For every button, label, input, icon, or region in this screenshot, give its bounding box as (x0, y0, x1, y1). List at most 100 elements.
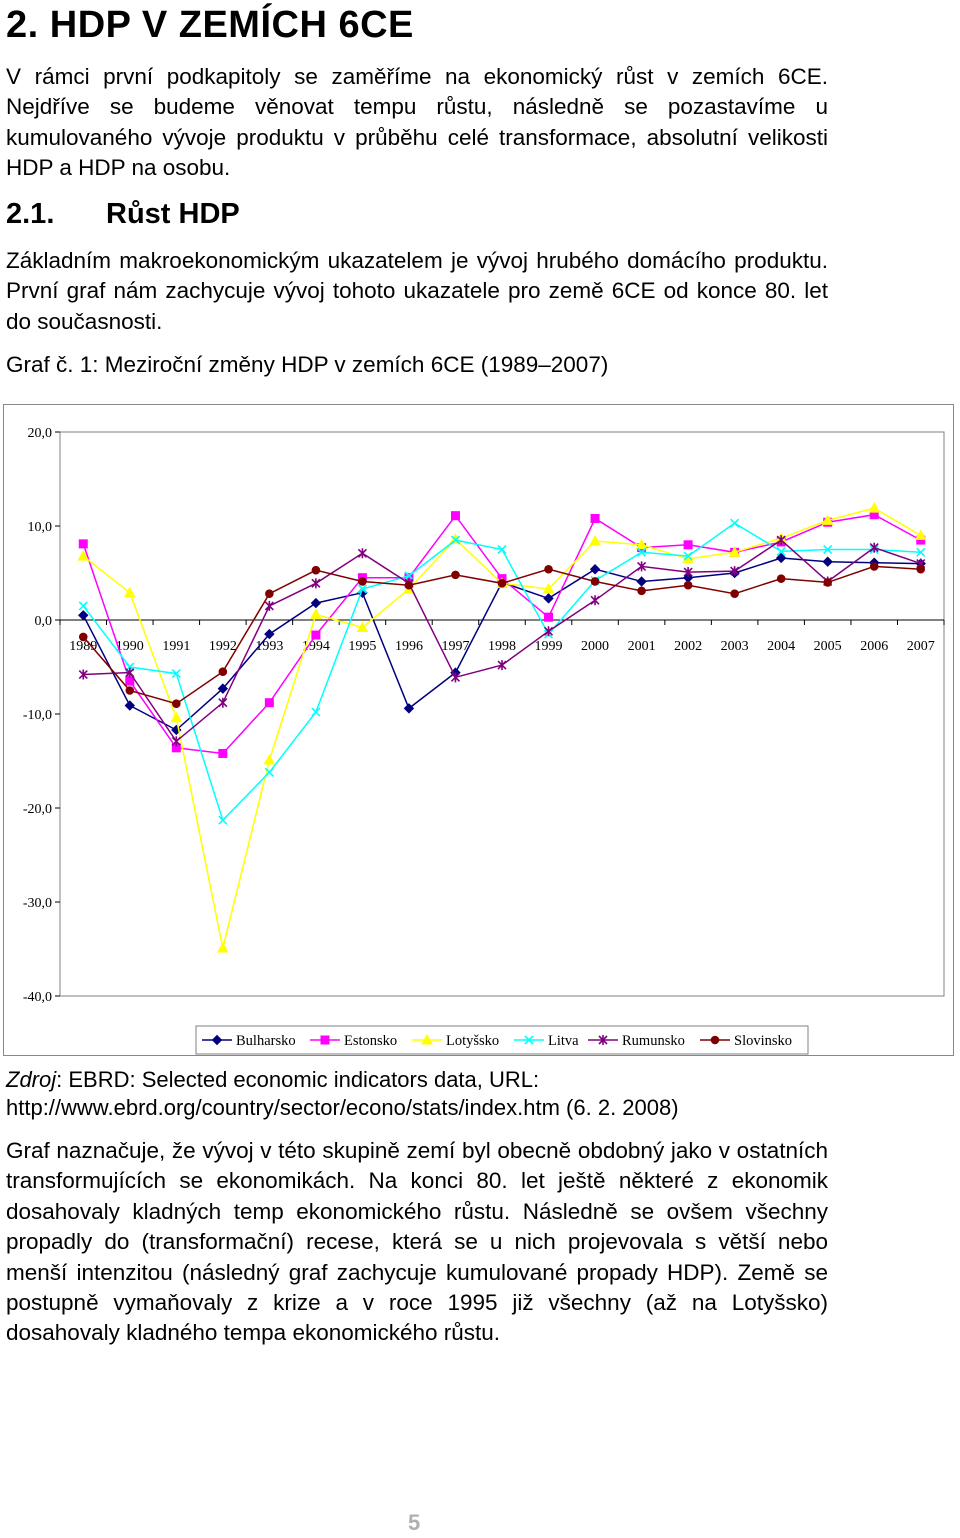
data-point-slovinsko (265, 589, 274, 598)
x-tick-label: 1997 (441, 639, 469, 654)
y-tick-label: -10,0 (23, 708, 52, 723)
data-point-slovinsko (125, 686, 135, 695)
data-point-lotyssko (216, 942, 229, 953)
y-tick-label: -30,0 (23, 896, 52, 911)
data-point-bulharsko (775, 552, 787, 564)
x-tick-label: 1990 (116, 639, 144, 654)
legend-label-lotyssko: Lotyšsko (446, 1033, 499, 1049)
data-point-rumunsko (264, 600, 274, 611)
data-point-rumunsko (869, 542, 879, 553)
x-tick-label: 1999 (535, 639, 563, 654)
data-point-bulharsko (217, 683, 229, 694)
x-tick-label: 1998 (488, 639, 516, 654)
data-point-litva (823, 544, 833, 555)
data-point-bulharsko (589, 564, 601, 575)
data-point-slovinsko (637, 586, 646, 596)
data-point-lotyssko (821, 514, 834, 525)
x-tick-label: 2000 (581, 639, 609, 654)
data-point-lotyssko (170, 711, 183, 723)
page-number: 5 (408, 1510, 421, 1535)
data-point-rumunsko (125, 667, 135, 678)
x-tick-label: 2005 (814, 639, 842, 654)
data-point-slovinsko (683, 580, 693, 590)
data-point-estonsko (544, 612, 554, 622)
data-point-bulharsko (543, 593, 554, 604)
data-point-rumunsko (311, 578, 321, 589)
y-tick-label: 0,0 (35, 614, 53, 629)
data-point-litva (776, 546, 786, 556)
data-point-lotyssko (77, 550, 90, 561)
x-tick-label: 2004 (767, 639, 795, 654)
data-point-rumunsko (590, 595, 600, 606)
x-tick-label: 1996 (395, 639, 423, 654)
legend-label-slovinsko: Slovinsko (734, 1033, 792, 1049)
x-tick-label: 2003 (721, 639, 749, 654)
data-point-lotyssko (123, 586, 136, 598)
legend-label-estonsko: Estonsko (344, 1033, 397, 1049)
data-point-litva (78, 601, 88, 611)
data-point-litva (218, 815, 228, 825)
intro-paragraph: V rámci první podkapitoly se zaměříme na… (6, 64, 828, 181)
data-point-estonsko (683, 540, 693, 550)
data-point-lotyssko (356, 621, 369, 633)
data-point-slovinsko (916, 564, 926, 574)
x-tick-label: 2002 (674, 639, 702, 654)
x-tick-label: 2007 (907, 639, 935, 654)
data-point-rumunsko (171, 736, 181, 747)
data-point-slovinsko (358, 577, 367, 586)
data-point-lotyssko (914, 529, 927, 540)
x-tick-label: 1995 (348, 639, 376, 654)
legend-marker-estonsko (320, 1035, 330, 1045)
y-tick-label: -40,0 (23, 990, 52, 1005)
y-tick-label: 10,0 (28, 520, 53, 535)
x-tick-label: 1992 (209, 639, 237, 654)
data-point-lotyssko (635, 538, 648, 550)
data-point-slovinsko (544, 564, 553, 574)
data-point-litva (404, 571, 414, 581)
data-point-bulharsko (822, 556, 833, 567)
data-point-rumunsko (218, 697, 228, 708)
data-point-bulharsko (124, 700, 135, 711)
legend-label-litva: Litva (548, 1033, 579, 1049)
data-point-lotyssko (589, 535, 601, 546)
x-tick-label: 1994 (302, 639, 330, 654)
data-point-bulharsko (78, 610, 89, 621)
data-point-estonsko (264, 698, 274, 708)
data-point-lotyssko (868, 502, 881, 513)
legend-marker-litva (524, 1035, 534, 1045)
data-point-bulharsko (264, 628, 275, 640)
source-label: Zdroj (6, 1067, 57, 1092)
data-point-slovinsko (823, 578, 832, 587)
x-tick-label: 1991 (162, 639, 190, 654)
data-point-slovinsko (776, 574, 786, 583)
legend-label-rumunsko: Rumunsko (622, 1033, 685, 1049)
x-tick-label: 2006 (860, 639, 888, 654)
data-point-lotyssko (310, 608, 322, 619)
data-point-rumunsko (78, 669, 88, 680)
chapter-title: 2. HDP V ZEMÍCH 6CE (6, 4, 414, 46)
data-point-litva (450, 535, 461, 545)
data-point-bulharsko (636, 576, 647, 587)
x-tick-label: 1989 (69, 639, 97, 654)
data-point-slovinsko (869, 562, 879, 571)
data-point-rumunsko (637, 561, 647, 572)
data-point-estonsko (125, 676, 135, 686)
source-line1: : EBRD: Selected economic indicators dat… (56, 1067, 540, 1092)
data-point-rumunsko (497, 660, 507, 671)
data-point-rumunsko (683, 567, 693, 578)
data-point-estonsko (450, 511, 460, 521)
data-point-slovinsko (404, 580, 414, 590)
y-tick-label: 20,0 (28, 426, 53, 441)
data-point-lotyssko (263, 754, 276, 765)
legend-marker-rumunsko (598, 1035, 608, 1045)
data-point-litva (497, 544, 507, 555)
section-title: Růst HDP (106, 198, 240, 230)
source-note: Zdroj: EBRD: Selected economic indicator… (6, 1066, 828, 1122)
data-point-rumunsko (357, 548, 367, 559)
gdp-growth-line-chart: 20,0 10,0 0,0 -10,0 -20,0 -30,0 -40,0 1989 1990 1… (23, 426, 945, 1055)
data-point-bulharsko (310, 597, 322, 609)
section-heading: 2.1. Růst HDP (6, 198, 240, 231)
data-point-slovinsko (590, 577, 600, 586)
plot-area (59, 431, 945, 997)
